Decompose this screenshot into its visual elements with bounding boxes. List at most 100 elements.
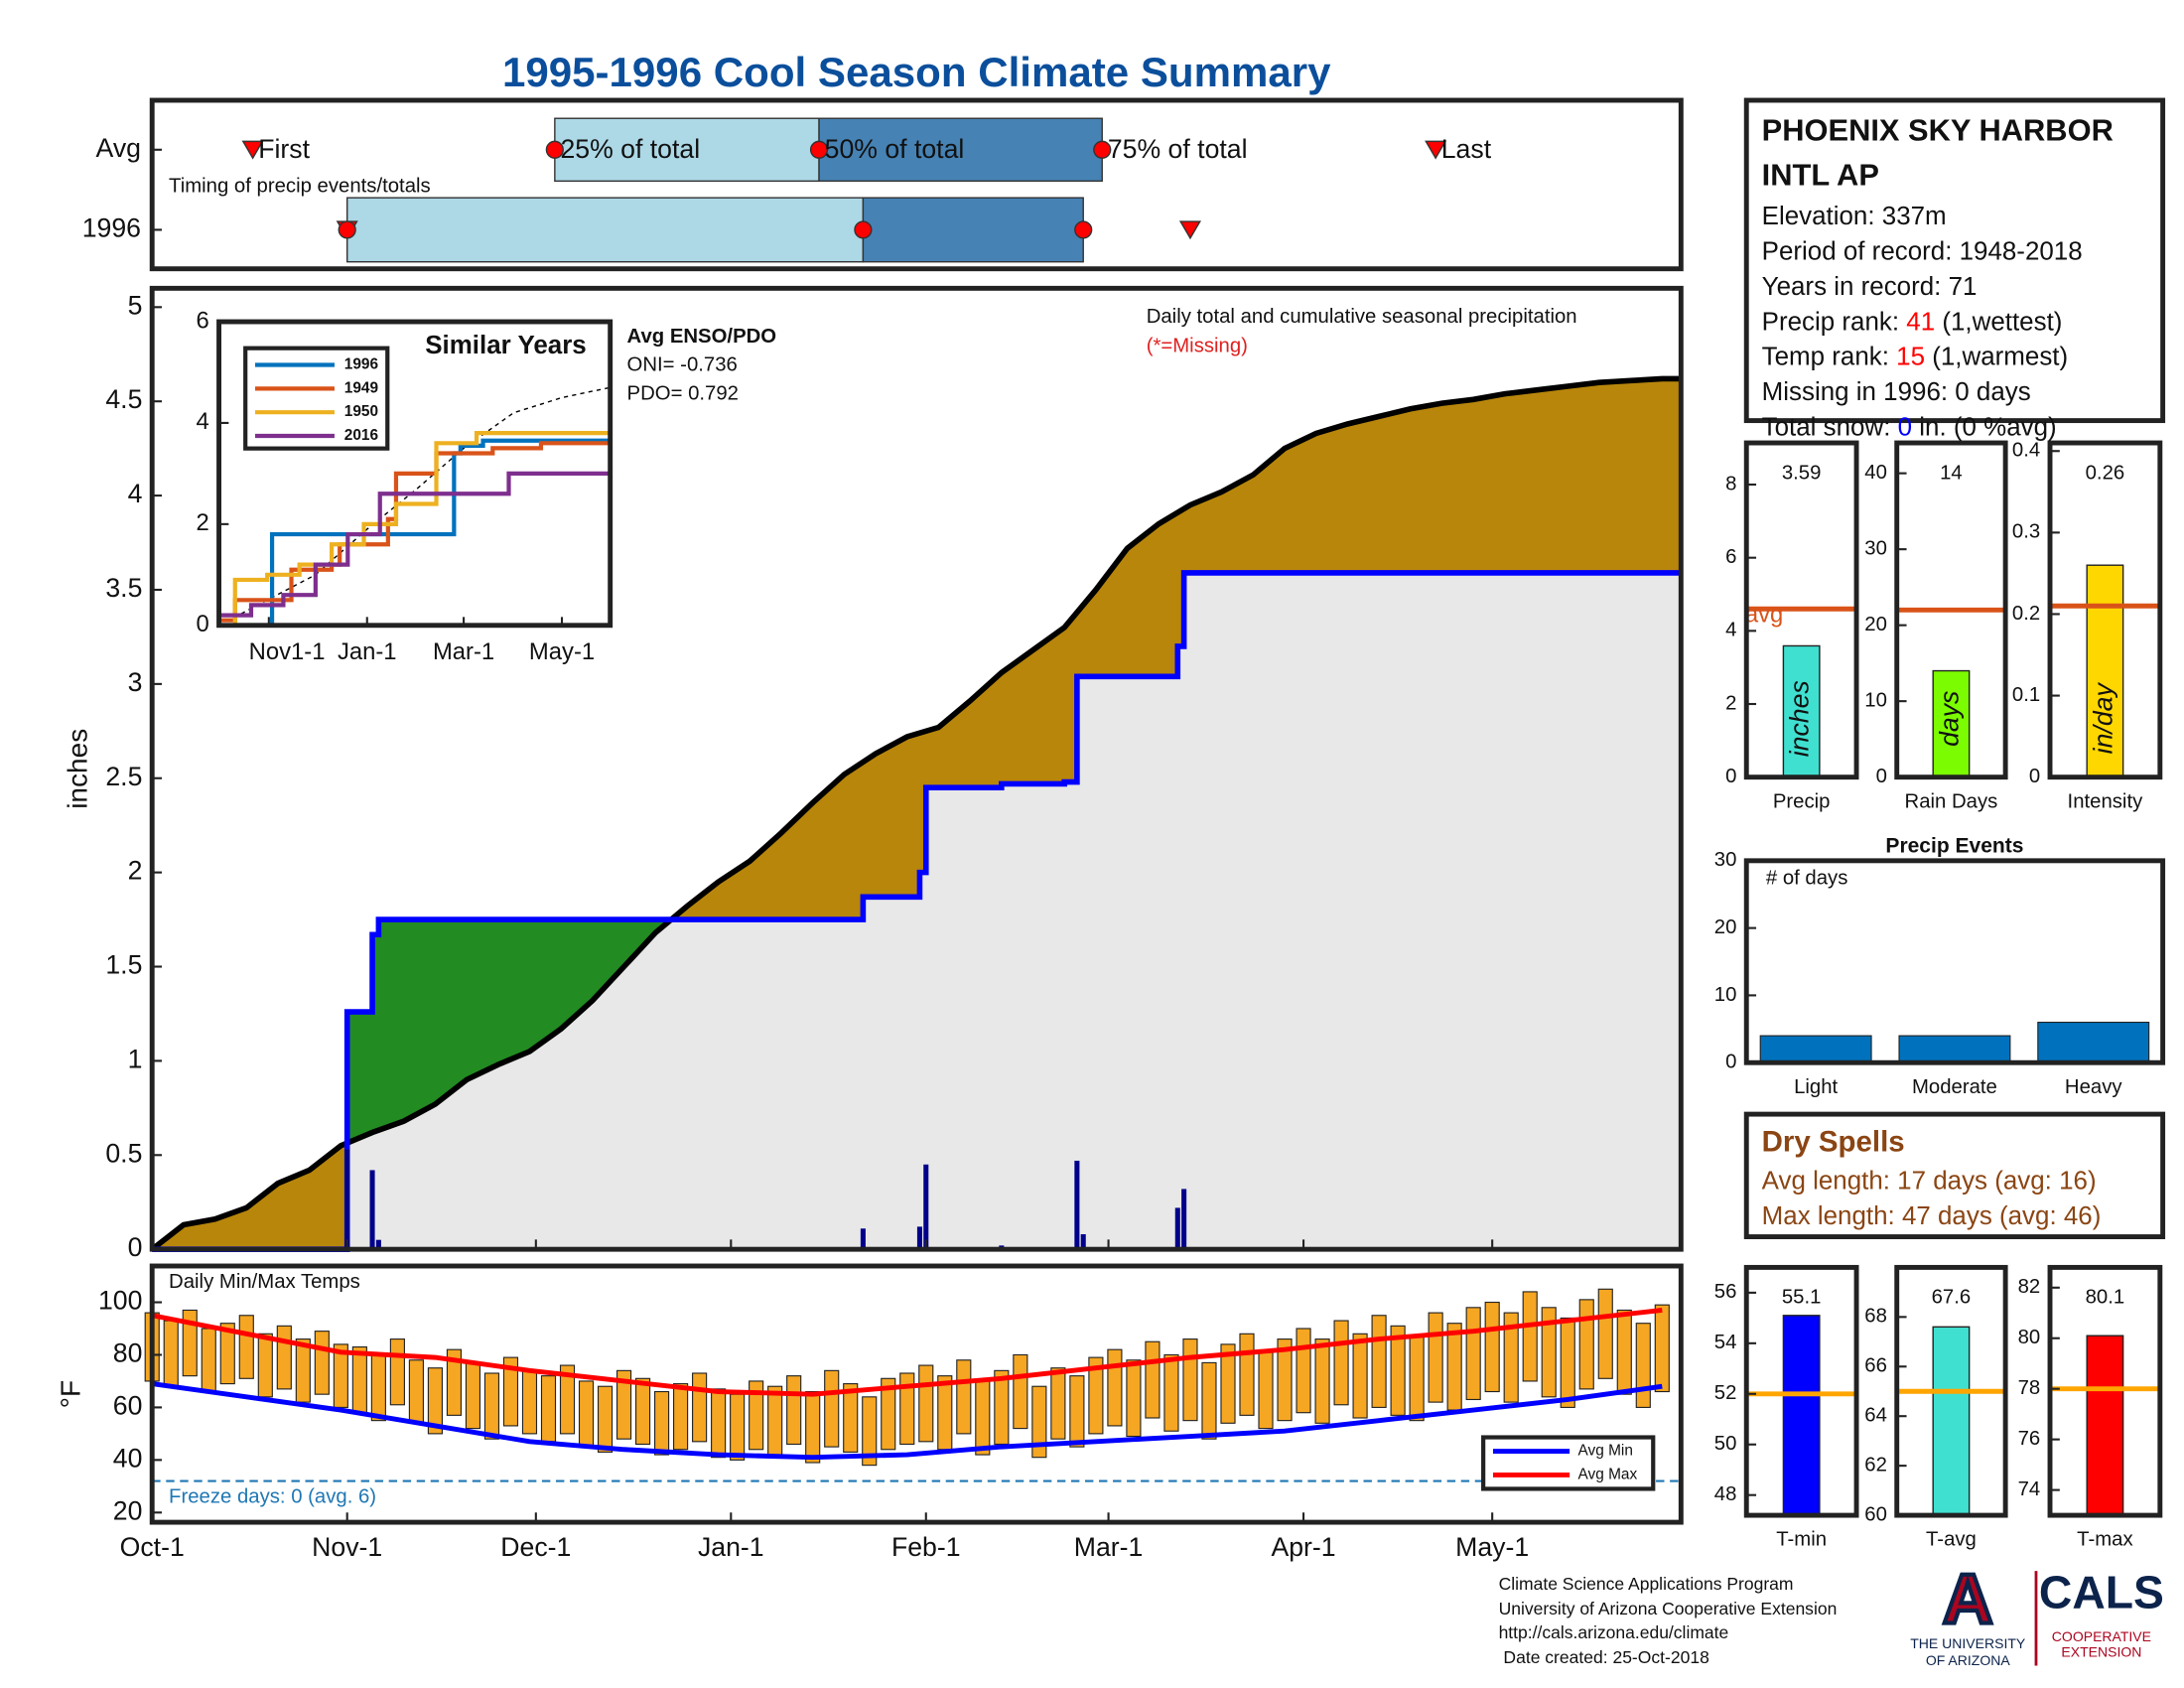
timing-marker bbox=[854, 220, 873, 239]
temp-bar bbox=[767, 1385, 783, 1456]
temp-bar bbox=[1352, 1333, 1368, 1419]
y-tick-label: 10 bbox=[1864, 690, 1887, 712]
y-tick-label: 80 bbox=[113, 1338, 143, 1368]
temp-bar bbox=[881, 1377, 896, 1451]
temp-bar bbox=[446, 1348, 463, 1416]
timing-box bbox=[818, 117, 1103, 183]
temp-bar bbox=[994, 1369, 1010, 1446]
x-label: T-avg bbox=[1926, 1529, 1977, 1551]
x-label: T-min bbox=[1776, 1529, 1827, 1551]
temp-bar bbox=[295, 1338, 311, 1403]
y-tick-label: 0.3 bbox=[2012, 521, 2040, 543]
temp-bar bbox=[1163, 1353, 1179, 1432]
plot-frame bbox=[2047, 440, 2163, 780]
daily-bar bbox=[375, 1239, 381, 1250]
y-tick-label: 4 bbox=[128, 479, 143, 508]
y-axis-label: °F bbox=[56, 1380, 86, 1408]
temp-bar bbox=[276, 1325, 292, 1390]
bar bbox=[2086, 564, 2124, 778]
y-tick-label: 4 bbox=[1725, 620, 1736, 641]
temp-bar bbox=[408, 1359, 424, 1424]
station-text: (1,warmest) bbox=[1925, 344, 2068, 371]
temp-bar bbox=[1578, 1299, 1594, 1390]
x-label: T-max bbox=[2077, 1529, 2132, 1551]
temp-bar bbox=[1522, 1291, 1538, 1382]
chart-note: # of days bbox=[1766, 867, 1847, 889]
x-tick-label: Moderate bbox=[1912, 1076, 1997, 1098]
y-tick-label: 2 bbox=[128, 856, 143, 886]
legend-label: 1950 bbox=[344, 403, 378, 420]
daily-bar bbox=[1074, 1160, 1080, 1250]
temp-bar bbox=[1145, 1340, 1160, 1419]
daily-bar bbox=[916, 1226, 922, 1250]
daily-bar bbox=[923, 1164, 929, 1250]
legend-box bbox=[1481, 1435, 1656, 1491]
y-tick-label: 78 bbox=[2018, 1377, 2041, 1399]
temp-bar bbox=[1201, 1361, 1217, 1440]
station-text: Elevation: 337m bbox=[1762, 203, 1947, 230]
y-tick-label: 0.5 bbox=[105, 1138, 142, 1168]
chart-title: Precip Events bbox=[1885, 834, 2023, 857]
timing-label: 25% of total bbox=[560, 134, 700, 164]
legend-label: Avg Min bbox=[1578, 1443, 1633, 1460]
plot-bg bbox=[152, 1266, 1682, 1523]
logo-text: THE UNIVERSITY bbox=[1910, 1635, 2026, 1651]
temp-bar bbox=[1654, 1304, 1670, 1393]
plot-frame bbox=[1743, 1264, 1859, 1518]
temp-bar bbox=[351, 1345, 367, 1414]
x-tick-label: Jan-1 bbox=[698, 1532, 764, 1562]
chart-subtitle: Daily total and cumulative seasonal prec… bbox=[1147, 306, 1577, 328]
y-tick-label: 10 bbox=[1714, 984, 1737, 1006]
station-text: Precip rank: bbox=[1762, 308, 1907, 336]
y-tick-label: 56 bbox=[1714, 1281, 1737, 1303]
x-tick-label: May-1 bbox=[1455, 1532, 1529, 1562]
x-tick-label: Apr-1 bbox=[1271, 1532, 1335, 1562]
y-tick-label: 0 bbox=[2029, 766, 2040, 787]
y-tick-label: 0 bbox=[1725, 1052, 1736, 1073]
temp-bar bbox=[937, 1375, 953, 1451]
y-tick-label: 3.5 bbox=[105, 573, 142, 603]
station-line: Precip rank: 41 (1,wettest) bbox=[1762, 308, 2063, 336]
temp-bar bbox=[843, 1383, 859, 1453]
y-tick-label: 2 bbox=[1725, 692, 1736, 714]
dry-spells-box bbox=[1743, 1111, 2166, 1239]
temp-bar bbox=[465, 1361, 481, 1430]
y-tick-label: 60 bbox=[1864, 1503, 1887, 1525]
y-tick-label: 4 bbox=[196, 408, 208, 435]
y-tick-label: 52 bbox=[1714, 1382, 1737, 1404]
timing-marker bbox=[1074, 220, 1093, 239]
station-text: Total snow: bbox=[1762, 414, 1898, 442]
x-tick-label: Dec-1 bbox=[500, 1532, 571, 1562]
temp-bar bbox=[862, 1396, 878, 1467]
timing-label: First bbox=[258, 134, 310, 164]
plot-frame bbox=[216, 319, 614, 629]
timing-caption: Timing of precip events/totals bbox=[169, 175, 431, 197]
station-value: 0 bbox=[1898, 414, 1912, 442]
unit-label: inches bbox=[1785, 680, 1815, 757]
timing-label: 75% of total bbox=[1108, 134, 1248, 164]
x-tick-label: Mar-1 bbox=[433, 638, 494, 665]
y-tick-label: 8 bbox=[1725, 473, 1736, 494]
unit-label: days bbox=[1934, 691, 1964, 747]
temp-bar bbox=[615, 1369, 632, 1440]
y-tick-label: 2 bbox=[196, 509, 208, 536]
temp-bar bbox=[1597, 1288, 1613, 1379]
station-line: Years in record: 71 bbox=[1762, 273, 1978, 301]
y-tick-label: 0.2 bbox=[2012, 603, 2040, 625]
temp-bar bbox=[502, 1356, 519, 1427]
inset-note: PDO= 0.792 bbox=[627, 382, 739, 404]
temp-bar bbox=[314, 1331, 330, 1395]
observed-line bbox=[152, 570, 1682, 1252]
temp-bar bbox=[219, 1323, 235, 1385]
y-tick-label: 2.5 bbox=[105, 762, 142, 791]
temp-bar bbox=[824, 1369, 840, 1448]
timing-label: Last bbox=[1441, 134, 1492, 164]
plot-frame bbox=[2047, 1264, 2163, 1518]
station-text: Temp rank: bbox=[1762, 344, 1897, 371]
x-tick-label: May-1 bbox=[529, 638, 595, 665]
timing-marker bbox=[338, 220, 356, 239]
y-tick-label: 54 bbox=[1714, 1332, 1737, 1353]
timing-box bbox=[862, 197, 1084, 263]
plot-frame bbox=[149, 285, 1684, 1252]
